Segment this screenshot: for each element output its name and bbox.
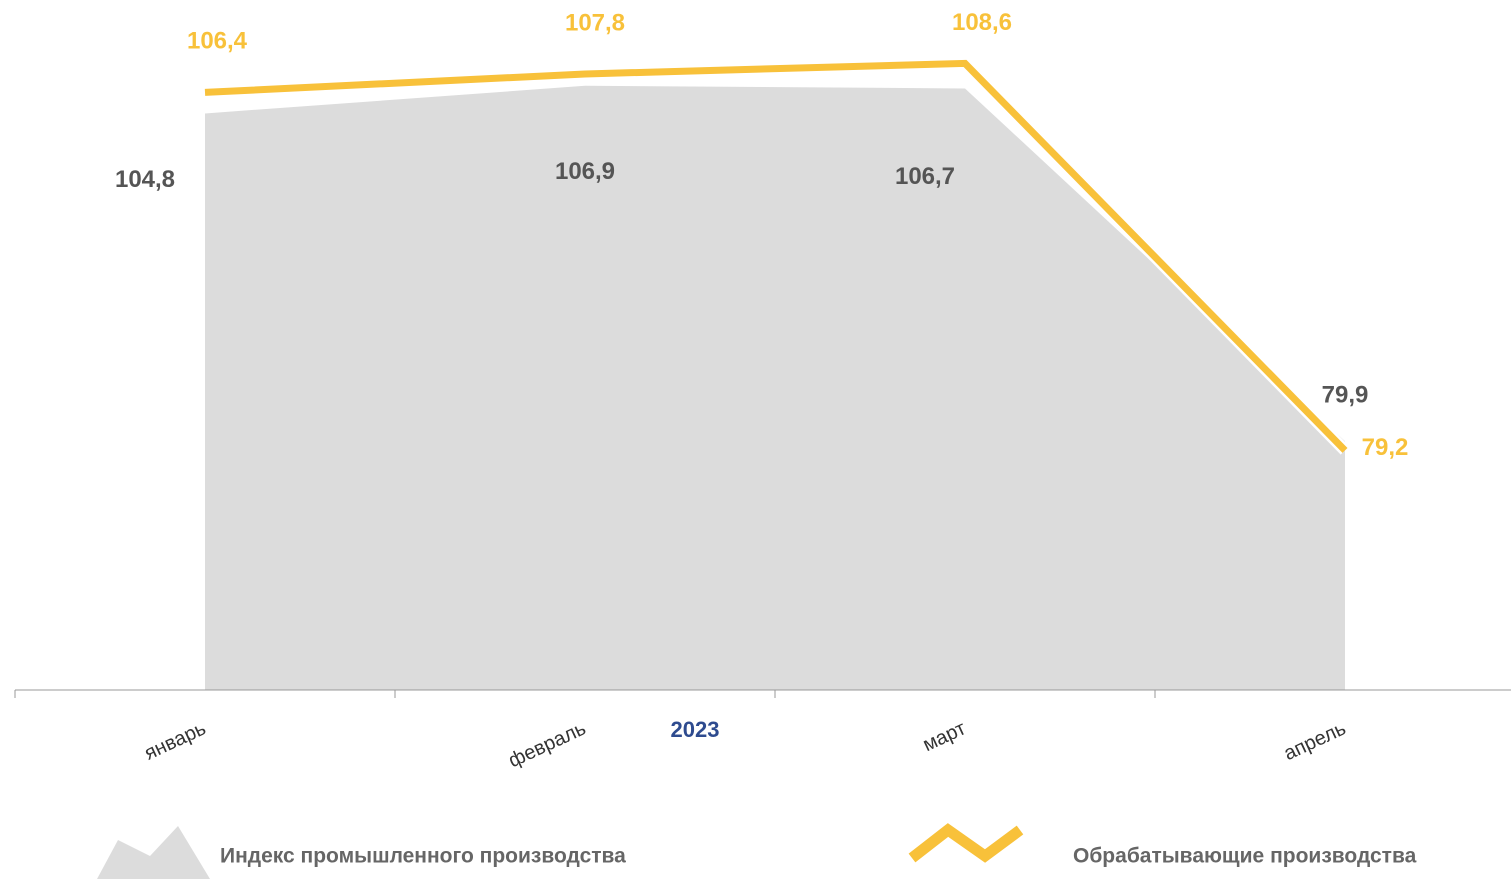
data-label: 106,9 bbox=[555, 158, 615, 185]
plot: январь февраль март апрель 104,8 106,9 106,7 79… bbox=[14, 9, 1511, 772]
data-label: 107,8 bbox=[565, 9, 625, 36]
data-label: 106,7 bbox=[895, 163, 955, 190]
data-label: 79,9 bbox=[1322, 382, 1369, 409]
data-label: 108,6 bbox=[952, 9, 1012, 36]
data-label: 106,4 bbox=[187, 28, 248, 55]
x-tick-label: апрель bbox=[1281, 717, 1350, 765]
legend-label: Обрабатывающие производства bbox=[1073, 845, 1417, 868]
legend-icon-area bbox=[97, 826, 210, 879]
data-label: 104,8 bbox=[115, 166, 175, 193]
legend-label: Индекс промышленного производства bbox=[220, 845, 626, 868]
group-label: 2023 bbox=[671, 717, 720, 742]
line bbox=[204, 59, 1348, 453]
legend-icon-line bbox=[908, 823, 1024, 863]
x-tick-label: февраль bbox=[505, 717, 589, 772]
data-label: 79,2 bbox=[1362, 434, 1409, 461]
area bbox=[205, 85, 1345, 690]
x-tick-label: январь bbox=[141, 717, 209, 764]
x-tick-label: март bbox=[920, 717, 970, 756]
